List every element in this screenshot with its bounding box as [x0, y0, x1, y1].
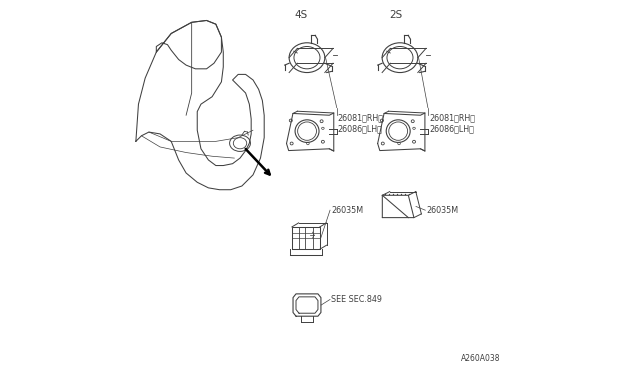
- Text: 26035M: 26035M: [331, 206, 364, 215]
- Text: 2S: 2S: [389, 10, 402, 20]
- Text: 26081（RH）
26086（LH）: 26081（RH） 26086（LH）: [338, 113, 384, 133]
- Text: SEE SEC.849: SEE SEC.849: [331, 295, 382, 304]
- Text: A260A038: A260A038: [461, 354, 500, 363]
- Text: 4S: 4S: [294, 10, 307, 20]
- Text: 26081（RH）
26086（LH）: 26081（RH） 26086（LH）: [429, 113, 475, 133]
- Text: 26035M: 26035M: [426, 206, 458, 215]
